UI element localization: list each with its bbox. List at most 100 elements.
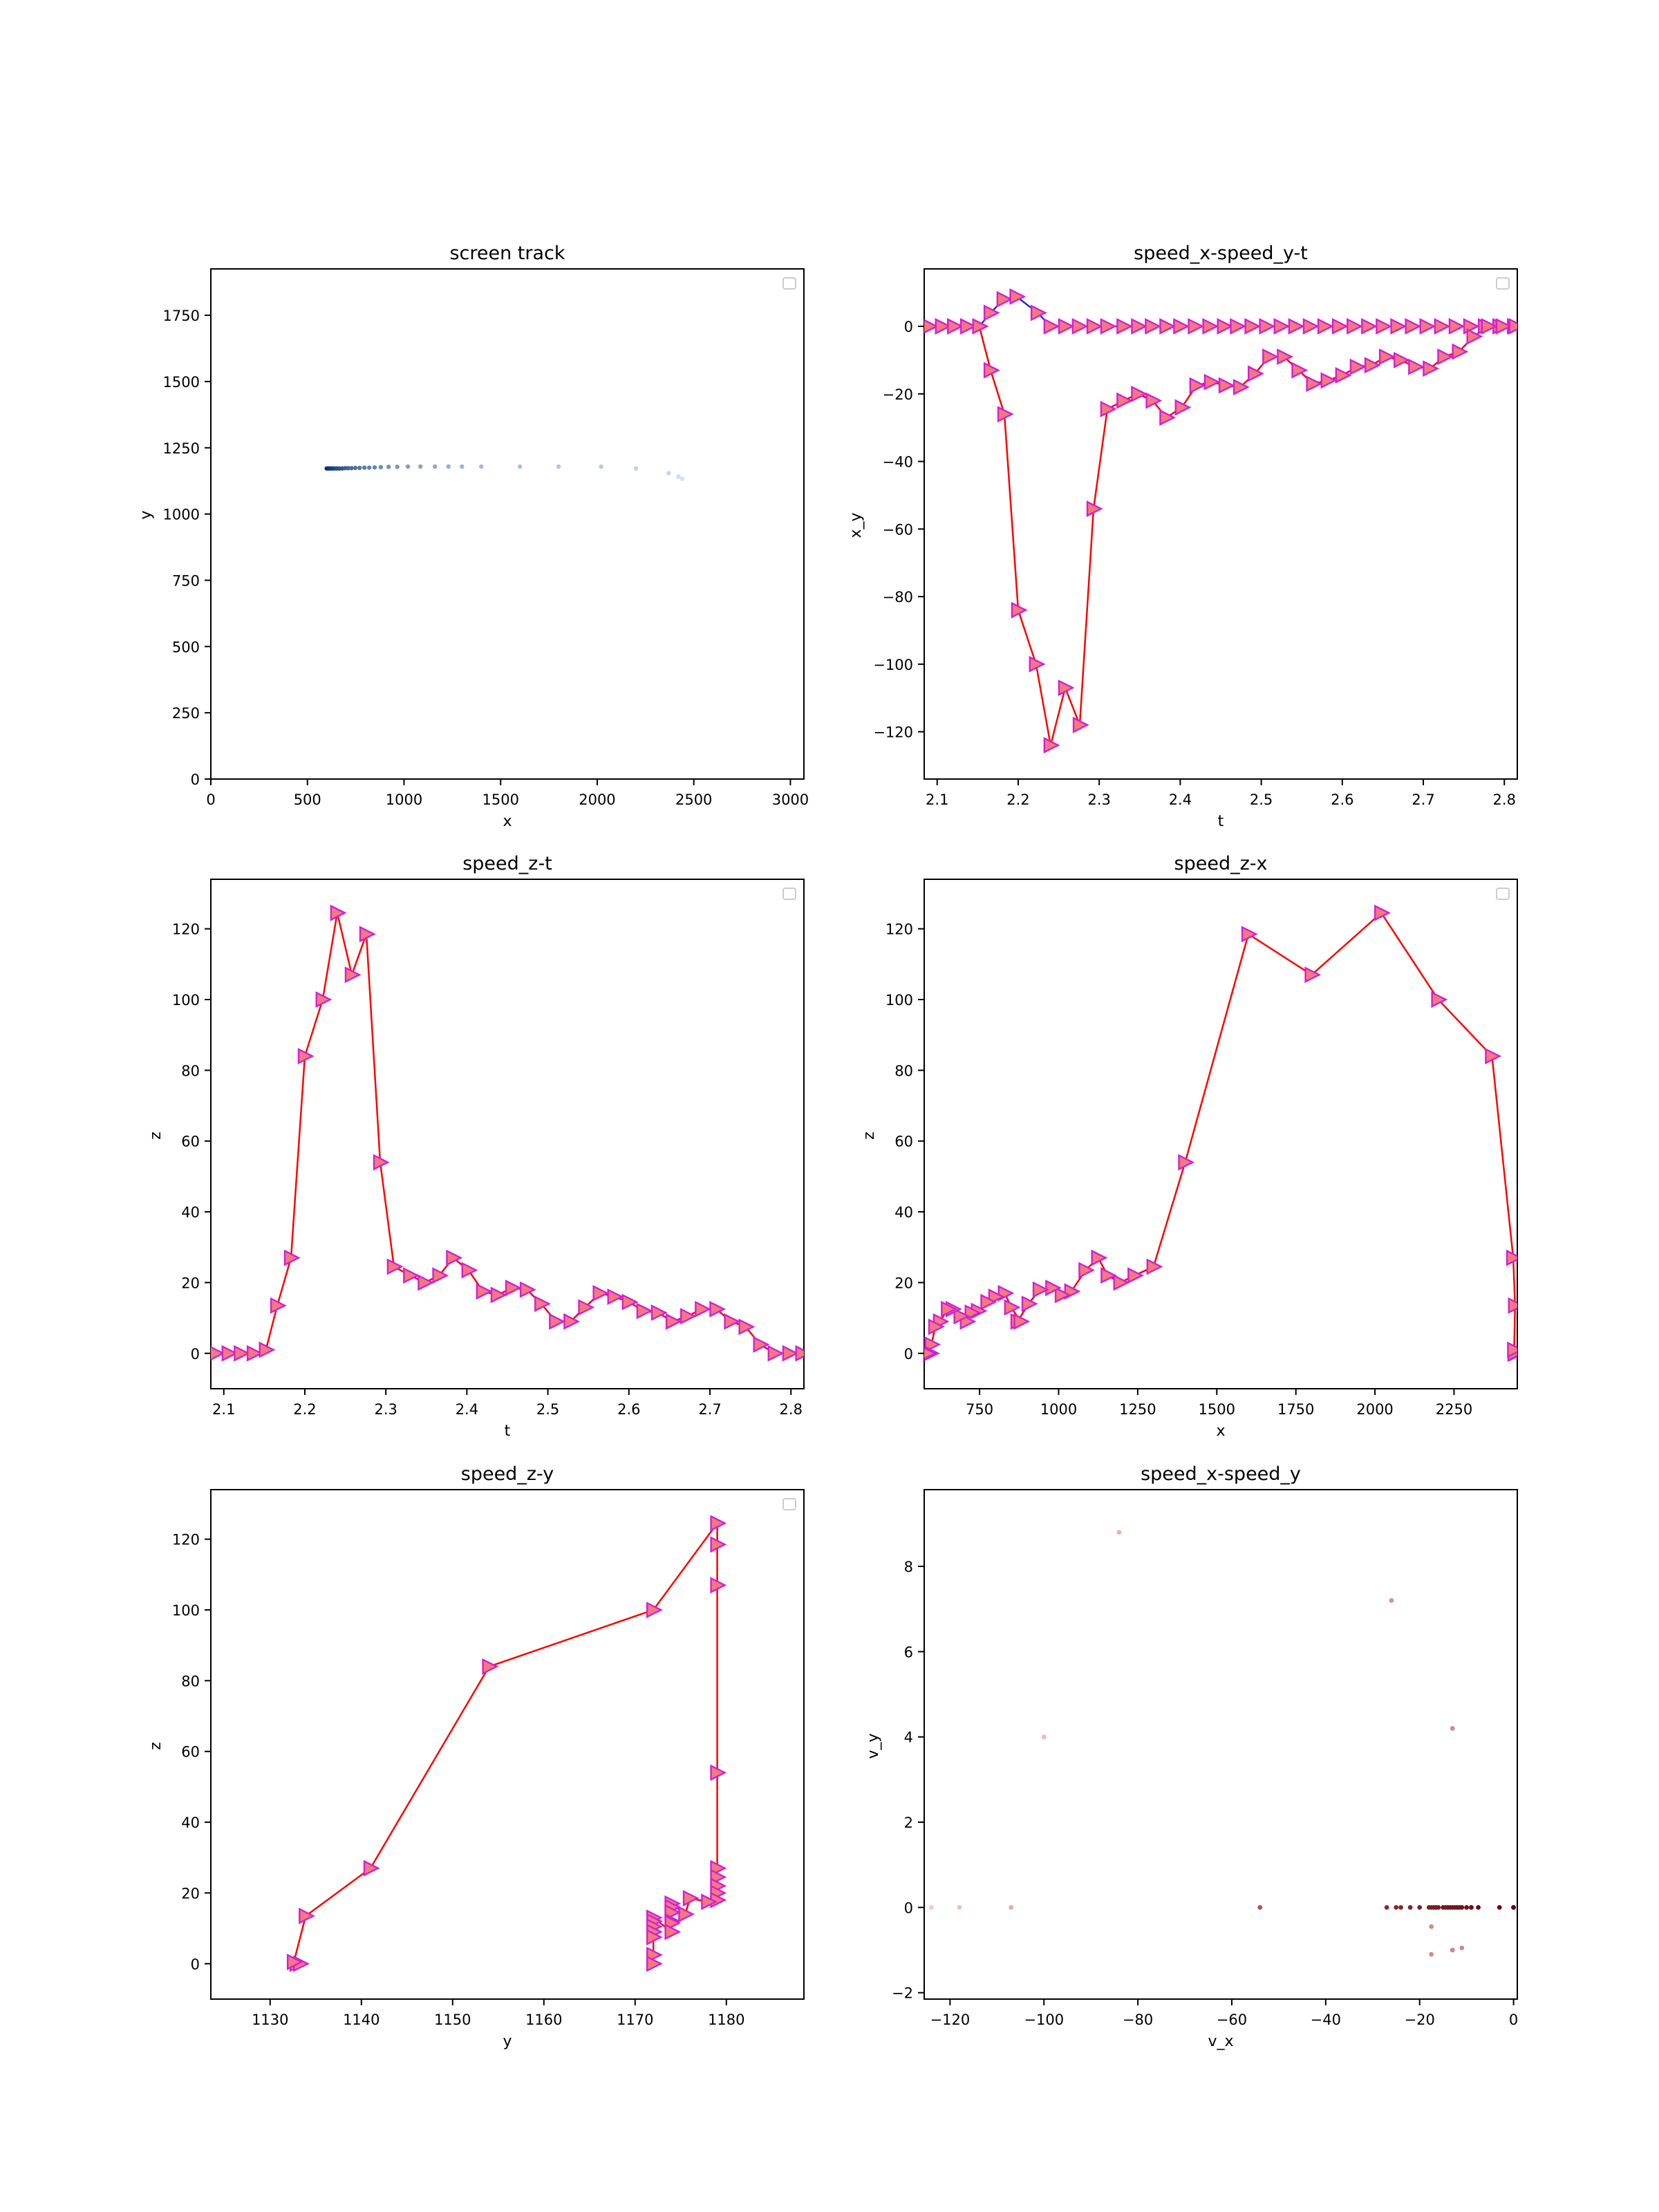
data-layer	[324, 464, 685, 481]
data-layer	[924, 904, 1517, 1362]
data-marker	[446, 1249, 463, 1266]
data-marker	[1116, 318, 1134, 335]
data-marker	[1241, 926, 1258, 943]
data-marker	[1159, 318, 1177, 335]
y-tick-label: 250	[172, 705, 200, 722]
x-tick-label: 1000	[386, 791, 422, 808]
data-marker	[1131, 318, 1148, 335]
data-point	[349, 466, 354, 471]
data-marker	[1364, 357, 1381, 374]
data-marker	[1054, 1286, 1071, 1304]
data-marker	[1178, 1154, 1195, 1171]
data-marker	[646, 1602, 663, 1618]
data-marker	[1349, 358, 1367, 375]
screen-track-plot: 0 500 1000 1500 2000 2500 3000 0 250 500 750 1000 12…	[163, 268, 809, 808]
speed-xy-t-plot: 2.1 2.2 2.3 2.4 2.5 2.6 2.7 2.8 0 −20 −40 −60 −80 −10…	[873, 268, 1518, 808]
data-marker	[1466, 328, 1483, 345]
data-point	[372, 465, 377, 470]
data-marker	[953, 1308, 971, 1325]
x-tick-label: 1000	[1040, 1401, 1077, 1418]
data-marker	[373, 1154, 390, 1171]
data-marker	[941, 1300, 958, 1318]
data-marker	[270, 1297, 287, 1314]
data-marker	[1405, 318, 1422, 335]
data-point	[418, 464, 423, 469]
x-tick-label: 2.2	[293, 1401, 316, 1418]
y-tick-label: 0	[191, 1956, 200, 1973]
data-marker	[795, 1344, 804, 1362]
panel-speed-z-y: 1130 1140 1150 1160 1170 1180020406080100120 …	[147, 1463, 805, 2050]
x-tick-label: 2.5	[1250, 791, 1273, 808]
data-marker	[996, 291, 1013, 308]
y-tick-label: −60	[883, 521, 913, 538]
speed-z-x-title: speed_z-x	[1174, 853, 1268, 874]
y-tick-label: 80	[894, 1062, 913, 1079]
data-marker	[221, 1344, 238, 1362]
data-point	[599, 464, 603, 469]
data-marker	[1159, 409, 1177, 426]
y-tick-label: 120	[172, 921, 200, 938]
x-tick-label: 2000	[579, 791, 615, 808]
y-tick-label: 40	[181, 1204, 200, 1221]
data-marker	[710, 1764, 727, 1781]
data-marker	[1304, 966, 1322, 984]
data-layer	[211, 904, 804, 1362]
data-marker	[678, 1906, 695, 1923]
speed-z-y-ylabel: z	[147, 1742, 165, 1750]
speed-xy-t-xlabel: t	[1218, 813, 1224, 830]
data-marker	[330, 904, 347, 921]
data-marker	[1320, 372, 1338, 389]
data-marker	[947, 318, 964, 335]
data-marker	[1288, 318, 1305, 335]
data-marker	[1071, 318, 1089, 335]
data-marker	[1361, 318, 1378, 335]
data-marker	[1013, 1313, 1031, 1330]
data-point	[1116, 1530, 1122, 1535]
data-marker	[1100, 400, 1117, 418]
x-tick-label: 0	[206, 791, 215, 808]
data-layer	[928, 1530, 1516, 1957]
data-point	[357, 465, 362, 471]
y-tick-label: 8	[904, 1559, 913, 1575]
speed-z-y-title: speed_z-y	[461, 1463, 554, 1485]
data-marker	[1423, 360, 1440, 377]
data-marker	[1058, 679, 1075, 696]
panel-speed-z-x: 750 1000 1250 1500 1750 2000 2250 0 20 40 60 80 100 1…	[861, 853, 1518, 1440]
data-marker	[549, 1313, 566, 1330]
y-tick-label: 0	[904, 1346, 913, 1362]
data-marker	[1174, 399, 1192, 416]
data-marker	[1419, 318, 1436, 335]
speed-z-t-title: speed_z-t	[462, 853, 552, 874]
data-marker	[1376, 318, 1393, 335]
data-marker	[1173, 318, 1190, 335]
data-point	[386, 465, 391, 469]
data-point	[446, 464, 451, 469]
y-tick-label: 1500	[163, 374, 200, 391]
legend-box	[782, 1498, 796, 1510]
y-tick-label: 80	[181, 1062, 200, 1079]
speed-z-t-plot: 2.1 2.2 2.3 2.4 2.5 2.6 2.7 2.8 0 20 40 60 80 100 120	[172, 879, 805, 1418]
data-marker	[980, 1293, 997, 1311]
data-marker	[650, 1304, 668, 1321]
data-marker	[665, 1313, 682, 1330]
x-tick-label: 2.1	[926, 791, 948, 808]
speed-z-x-ylabel: z	[861, 1132, 878, 1140]
x-tick-label: 2.3	[1087, 791, 1110, 808]
speed-z-x-plot: 750 1000 1250 1500 1750 2000 2250 0 20 40 60 80 100 1…	[885, 879, 1518, 1418]
data-marker	[636, 1302, 653, 1320]
data-marker	[1078, 1262, 1096, 1279]
data-marker	[505, 1280, 522, 1297]
data-point	[460, 464, 465, 469]
speed-z-x-xlabel: x	[1216, 1423, 1225, 1440]
x-tick-label: 2000	[1356, 1401, 1393, 1418]
data-marker	[664, 1923, 682, 1940]
data-marker	[1086, 500, 1103, 517]
data-marker	[972, 318, 989, 335]
x-tick-label: 1750	[1277, 1401, 1314, 1418]
data-point	[395, 465, 400, 469]
x-tick-label: 750	[966, 1401, 993, 1418]
data-marker	[710, 1515, 727, 1532]
x-tick-label: 2.4	[1169, 791, 1192, 808]
data-marker	[1203, 373, 1221, 391]
